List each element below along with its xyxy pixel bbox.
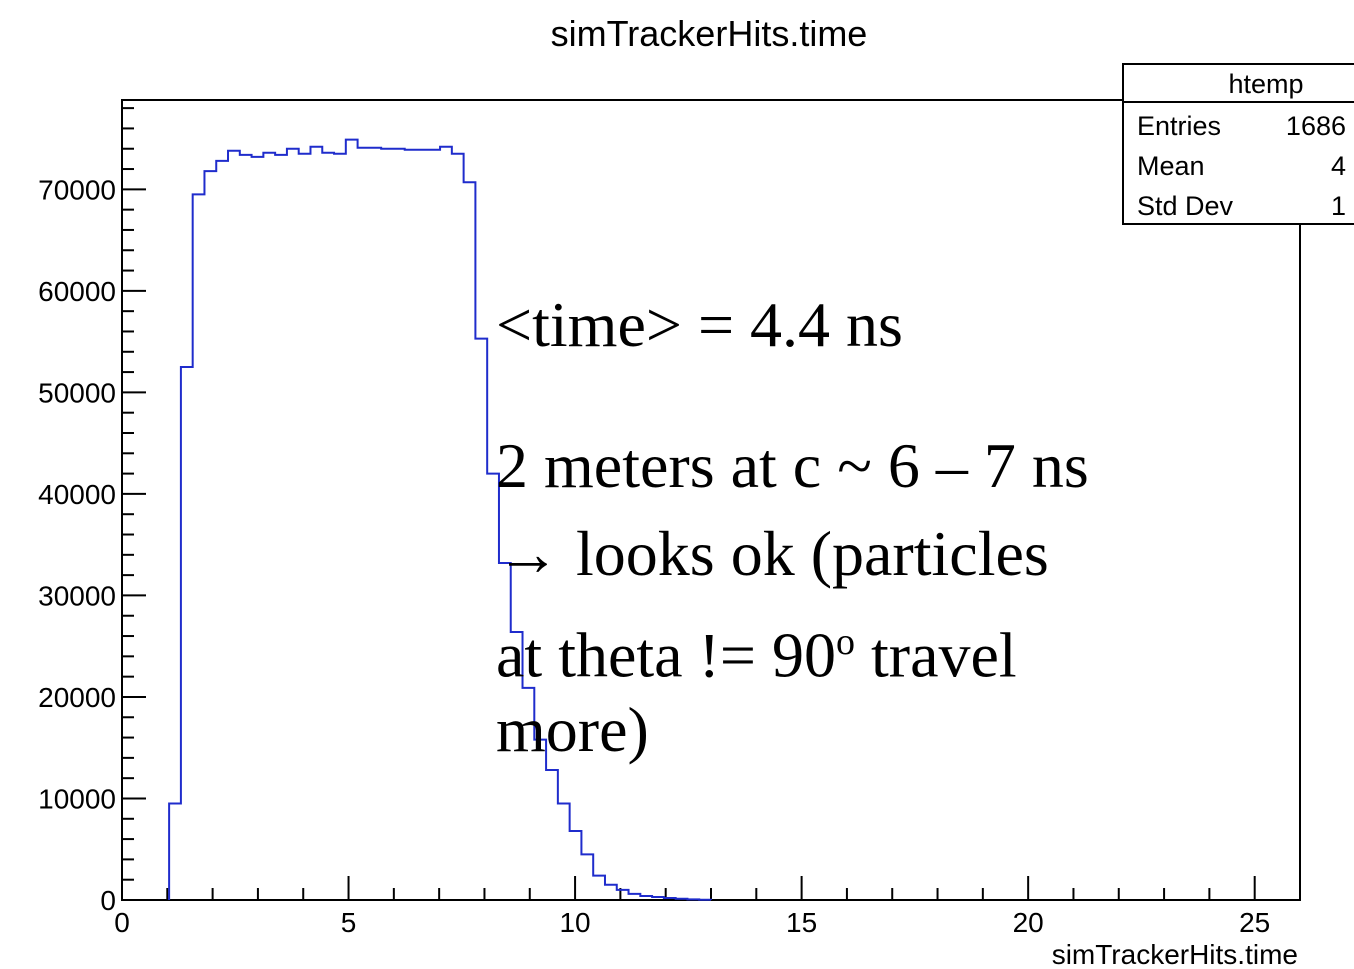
y-tick-label: 50000 — [38, 377, 116, 408]
histogram-bin — [605, 885, 617, 900]
annotation-line-1: 2 meters at c ~ 6 – 7 ns — [496, 422, 1089, 510]
y-tick-label: 60000 — [38, 276, 116, 307]
x-tick-label: 20 — [1013, 907, 1044, 938]
annotation-line-4: more) — [496, 686, 649, 774]
histogram-bin — [346, 140, 358, 900]
histogram-bin — [310, 147, 322, 900]
y-tick-label: 70000 — [38, 174, 116, 205]
histogram-bin — [464, 182, 476, 900]
histogram-bin — [263, 153, 275, 900]
histogram-bin — [475, 339, 487, 900]
y-axis: 0 10000 20000 30000 40000 50000 60000 70000 — [38, 108, 146, 916]
histogram-bin — [169, 804, 181, 900]
stats-box: htemp Entries 1686 Mean 4 Std Dev 1 — [1123, 64, 1354, 224]
histogram-bin — [299, 154, 311, 900]
histogram-bin — [228, 151, 240, 900]
histogram-bin — [581, 854, 593, 900]
histogram-bin — [193, 194, 205, 900]
histogram-bin — [440, 147, 452, 900]
stats-entries-value: 1686 — [1286, 111, 1346, 141]
histogram-bin — [546, 770, 558, 900]
histogram-bin — [181, 367, 193, 900]
x-tick-label: 10 — [559, 907, 590, 938]
histogram-bin — [428, 150, 440, 900]
histogram-bin — [252, 157, 264, 900]
y-tick-label: 30000 — [38, 580, 116, 611]
histogram-bin — [405, 150, 417, 900]
histogram-bin — [322, 153, 334, 900]
histogram-bin — [452, 154, 464, 900]
y-tick-label: 10000 — [38, 783, 116, 814]
annotation-line-3-post: travel — [855, 619, 1017, 690]
stats-box-name: htemp — [1228, 69, 1303, 99]
x-axis: 0 5 10 15 20 25 — [114, 876, 1300, 938]
histogram-bin — [617, 890, 629, 900]
y-tick-label: 20000 — [38, 682, 116, 713]
histogram-bin — [593, 876, 605, 900]
y-tick-label: 40000 — [38, 479, 116, 510]
stats-stddev-value: 1 — [1331, 191, 1346, 221]
histogram-bin — [393, 149, 405, 900]
x-tick-label: 5 — [341, 907, 357, 938]
stats-mean-value: 4 — [1331, 151, 1346, 181]
annotation-line-3-pre: at theta != 90 — [496, 619, 836, 690]
annotation-line-2: → looks ok (particles — [496, 510, 1049, 598]
histogram-bin — [275, 155, 287, 900]
annotation-mean-time: <time> = 4.4 ns — [496, 281, 903, 369]
annotation-degree-symbol: o — [836, 621, 855, 663]
stats-mean-label: Mean — [1137, 151, 1205, 181]
x-axis-label: simTrackerHits.time — [1052, 939, 1298, 969]
histogram-bin — [358, 148, 370, 900]
histogram-bin — [558, 804, 570, 900]
histogram-bin — [417, 150, 429, 900]
annotation-line-3: at theta != 90o travel — [496, 598, 1017, 699]
histogram-bin — [240, 155, 252, 900]
histogram-bin — [369, 148, 381, 900]
histogram-bin — [204, 171, 216, 900]
stats-stddev-label: Std Dev — [1137, 191, 1234, 221]
x-tick-label: 0 — [114, 907, 130, 938]
histogram-bin — [287, 149, 299, 900]
histogram-bin — [381, 149, 393, 900]
histogram-bin — [334, 154, 346, 900]
histogram-bin — [216, 161, 228, 900]
chart-title: simTrackerHits.time — [551, 13, 868, 54]
x-tick-label: 25 — [1239, 907, 1270, 938]
stats-entries-label: Entries — [1137, 111, 1221, 141]
x-tick-label: 15 — [786, 907, 817, 938]
y-tick-label: 0 — [100, 885, 116, 916]
